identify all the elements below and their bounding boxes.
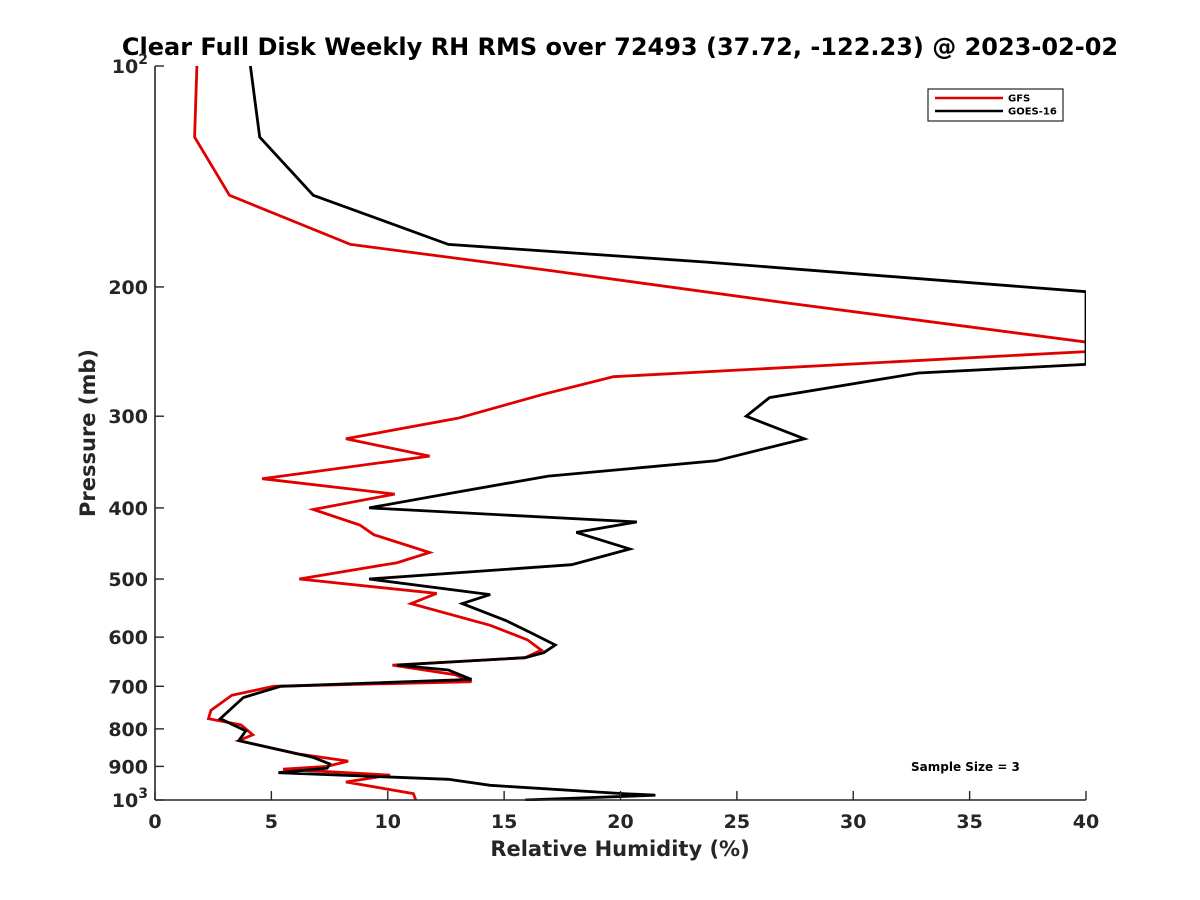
y-tick-label: 103 [112, 786, 148, 812]
x-axis-ticks: 0 5 10 15 20 25 30 35 40 [148, 791, 1099, 833]
legend-goes16-label: GOES-16 [1008, 107, 1057, 118]
y-tick-label: 200 [108, 277, 148, 299]
y-tick-label: 900 [108, 756, 148, 778]
x-tick-label: 30 [840, 811, 866, 833]
x-tick-label: 0 [148, 811, 161, 833]
x-tick-label: 10 [375, 811, 401, 833]
series-line-gfs [193, 65, 1086, 801]
y-tick-label: 600 [108, 627, 148, 649]
x-tick-label: 35 [956, 811, 982, 833]
chart-title: Clear Full Disk Weekly RH RMS over 72493… [122, 33, 1118, 61]
x-tick-label: 20 [607, 811, 633, 833]
y-tick-label: 500 [108, 569, 148, 591]
y-tick-label: 102 [112, 52, 148, 78]
x-axis-label: Relative Humidity (%) [490, 837, 749, 861]
y-tick-label: 800 [108, 719, 148, 741]
y-axis-label: Pressure (mb) [76, 349, 100, 517]
x-tick-label: 25 [724, 811, 750, 833]
legend: GFS GOES-16 [927, 88, 1064, 122]
legend-gfs-label: GFS [1008, 94, 1030, 105]
y-axis-ticks: 102 200 300 400 500 600 700 800 900 103 [108, 52, 164, 812]
x-tick-label: 15 [491, 811, 517, 833]
series-line-goes16 [217, 65, 1086, 801]
legend-box [927, 88, 1064, 122]
x-tick-label: 40 [1073, 811, 1099, 833]
plot-lines [193, 65, 1086, 801]
y-tick-label: 400 [108, 498, 148, 520]
x-tick-label: 5 [265, 811, 278, 833]
y-tick-label: 300 [108, 406, 148, 428]
sample-size-annotation: Sample Size = 3 [911, 760, 1020, 774]
y-tick-label: 700 [108, 676, 148, 698]
